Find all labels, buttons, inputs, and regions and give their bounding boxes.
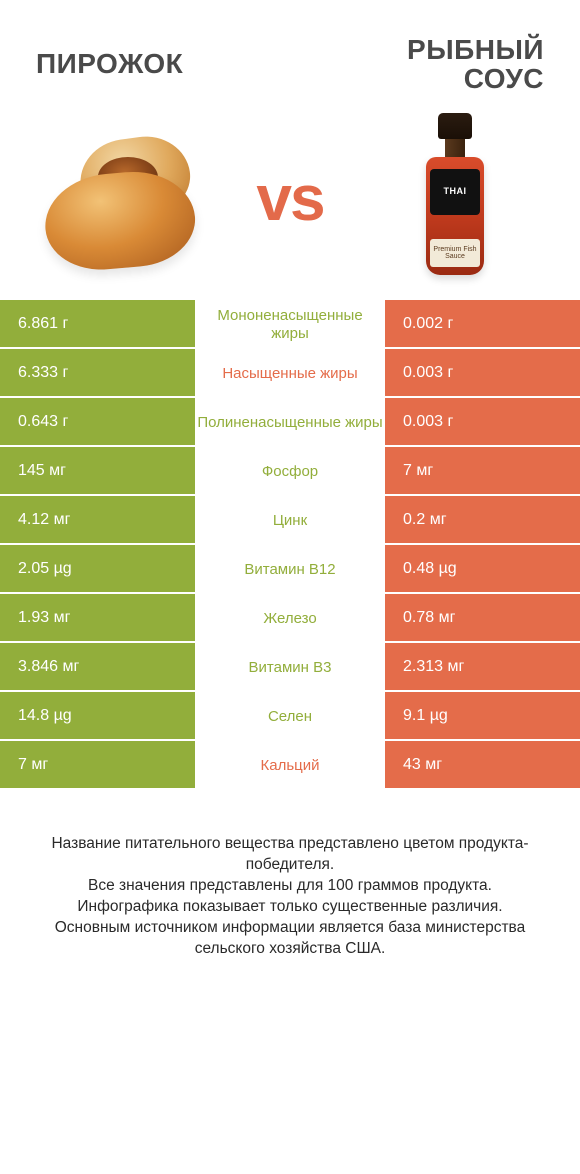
table-row: 3.846 мг Витамин B3 2.313 мг <box>0 643 580 692</box>
right-value-cell: 2.313 мг <box>385 643 580 692</box>
right-value-cell: 43 мг <box>385 741 580 790</box>
left-product-title: ПИРОЖОК <box>36 49 290 78</box>
bottle-icon: THAI Premium Fish Sauce <box>415 113 495 283</box>
right-value-cell: 0.2 мг <box>385 496 580 545</box>
left-value-cell: 4.12 мг <box>0 496 195 545</box>
right-title-line2: СОУС <box>464 63 544 94</box>
table-row: 145 мг Фосфор 7 мг <box>0 447 580 496</box>
left-value-cell: 7 мг <box>0 741 195 790</box>
left-value: 1.93 мг <box>18 609 70 627</box>
right-product-image: THAI Premium Fish Sauce <box>360 113 550 283</box>
left-value: 6.861 г <box>18 315 68 333</box>
footer-notes: Название питательного вещества представл… <box>0 790 580 960</box>
nutrient-label-cell: Витамин B12 <box>195 545 385 594</box>
nutrient-label-cell: Железо <box>195 594 385 643</box>
right-value-cell: 7 мг <box>385 447 580 496</box>
bread-icon <box>40 133 210 263</box>
left-value-cell: 1.93 мг <box>0 594 195 643</box>
left-value: 0.643 г <box>18 413 68 431</box>
nutrient-label-cell: Витамин B3 <box>195 643 385 692</box>
nutrient-label-cell: Полиненасыщенные жиры <box>195 398 385 447</box>
left-value-cell: 2.05 µg <box>0 545 195 594</box>
header: ПИРОЖОК РЫБНЫЙ СОУС <box>0 0 580 110</box>
left-value-cell: 3.846 мг <box>0 643 195 692</box>
nutrient-label: Цинк <box>273 512 307 529</box>
table-row: 6.861 г Мононенасыщенные жиры 0.002 г <box>0 300 580 349</box>
footer-line: Название питательного вещества представл… <box>20 834 560 876</box>
footer-line: Все значения представлены для 100 граммо… <box>20 876 560 897</box>
nutrient-label: Витамин B12 <box>244 561 335 578</box>
right-value-cell: 0.003 г <box>385 349 580 398</box>
nutrient-label-cell: Мононенасыщенные жиры <box>195 300 385 349</box>
left-value: 14.8 µg <box>18 707 72 725</box>
right-value-cell: 0.002 г <box>385 300 580 349</box>
right-value-cell: 9.1 µg <box>385 692 580 741</box>
footer-line: Основным источником информации является … <box>20 918 560 960</box>
table-row: 2.05 µg Витамин B12 0.48 µg <box>0 545 580 594</box>
right-value: 0.002 г <box>403 315 453 333</box>
right-value: 9.1 µg <box>403 707 448 725</box>
nutrient-label-cell: Селен <box>195 692 385 741</box>
nutrient-label: Витамин B3 <box>249 659 332 676</box>
nutrient-label-cell: Насыщенные жиры <box>195 349 385 398</box>
nutrient-label: Кальций <box>261 757 320 774</box>
nutrient-comparison-table: 6.861 г Мононенасыщенные жиры 0.002 г 6.333… <box>0 300 580 790</box>
table-row: 14.8 µg Селен 9.1 µg <box>0 692 580 741</box>
right-value: 2.313 мг <box>403 658 464 676</box>
table-row: 0.643 г Полиненасыщенные жиры 0.003 г <box>0 398 580 447</box>
left-product-image <box>30 133 220 263</box>
right-value-cell: 0.48 µg <box>385 545 580 594</box>
nutrient-label-cell: Фосфор <box>195 447 385 496</box>
left-value: 145 мг <box>18 462 66 480</box>
nutrient-label: Фосфор <box>262 463 318 480</box>
right-value-cell: 0.003 г <box>385 398 580 447</box>
right-value: 0.003 г <box>403 413 453 431</box>
nutrient-label: Мононенасыщенные жиры <box>197 307 383 342</box>
nutrient-label-cell: Кальций <box>195 741 385 790</box>
left-value: 6.333 г <box>18 364 68 382</box>
vs-label: vs <box>256 166 323 230</box>
right-value: 0.48 µg <box>403 560 457 578</box>
right-value: 0.78 мг <box>403 609 455 627</box>
nutrient-label: Железо <box>263 610 316 627</box>
right-value: 0.003 г <box>403 364 453 382</box>
right-value: 43 мг <box>403 756 442 774</box>
product-images-row: vs THAI Premium Fish Sauce <box>0 110 580 300</box>
left-value: 4.12 мг <box>18 511 70 529</box>
nutrient-label-cell: Цинк <box>195 496 385 545</box>
left-value: 7 мг <box>18 756 48 774</box>
left-value-cell: 6.333 г <box>0 349 195 398</box>
left-value-cell: 145 мг <box>0 447 195 496</box>
table-row: 6.333 г Насыщенные жиры 0.003 г <box>0 349 580 398</box>
right-value: 0.2 мг <box>403 511 447 529</box>
right-product-title: РЫБНЫЙ СОУС <box>290 35 544 94</box>
table-row: 1.93 мг Железо 0.78 мг <box>0 594 580 643</box>
nutrient-label: Полиненасыщенные жиры <box>197 414 382 431</box>
table-row: 7 мг Кальций 43 мг <box>0 741 580 790</box>
right-value: 7 мг <box>403 462 433 480</box>
left-value-cell: 14.8 µg <box>0 692 195 741</box>
right-title-line1: РЫБНЫЙ <box>407 34 544 65</box>
left-value-cell: 6.861 г <box>0 300 195 349</box>
table-row: 4.12 мг Цинк 0.2 мг <box>0 496 580 545</box>
nutrient-label: Насыщенные жиры <box>222 365 357 382</box>
nutrient-label: Селен <box>268 708 312 725</box>
right-value-cell: 0.78 мг <box>385 594 580 643</box>
left-value-cell: 0.643 г <box>0 398 195 447</box>
footer-line: Инфографика показывает только существенн… <box>20 897 560 918</box>
left-value: 3.846 мг <box>18 658 79 676</box>
left-value: 2.05 µg <box>18 560 72 578</box>
